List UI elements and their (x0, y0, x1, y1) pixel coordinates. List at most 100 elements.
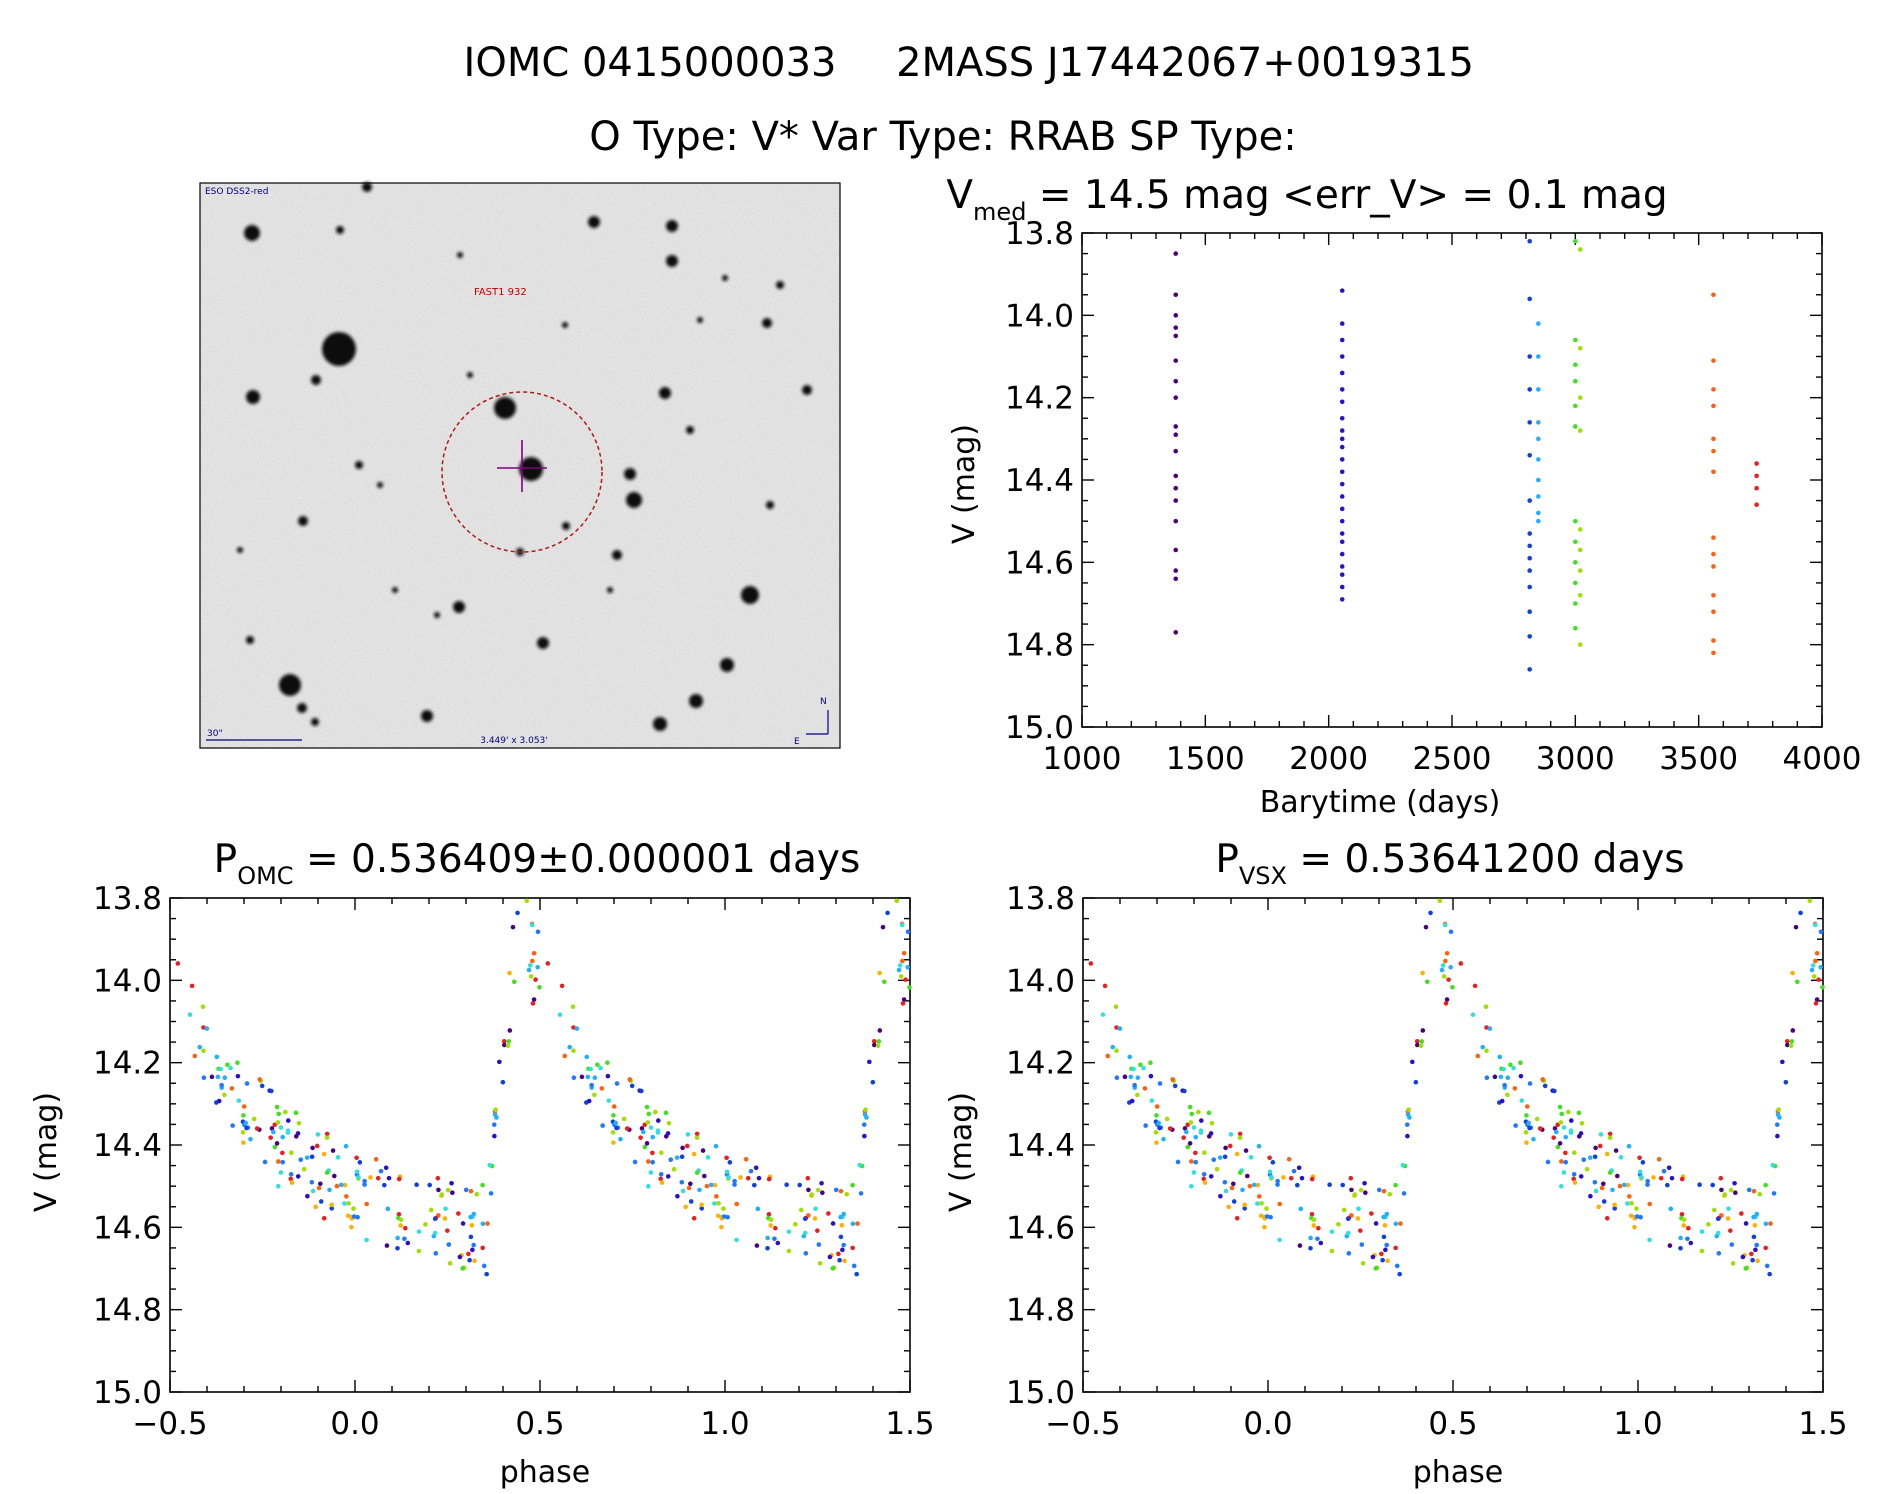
lightcurve-point (1754, 461, 1759, 466)
phase-vsx-point (1681, 1217, 1687, 1222)
phase-omc-point (838, 1188, 844, 1194)
phase-vsx-point (1634, 1206, 1639, 1211)
phase-omc-point (755, 1206, 761, 1212)
phase-vsx-point (1255, 1182, 1261, 1188)
lightcurve-point (1711, 358, 1716, 363)
phase-vsx-point (1268, 1214, 1273, 1220)
lightcurve-point (1754, 485, 1759, 491)
phase-omc-point (329, 1206, 335, 1211)
phase-vsx-point (1725, 1216, 1731, 1221)
phase-omc-point (885, 910, 890, 916)
phase-omc-point (870, 1079, 876, 1085)
phase-omc-point (416, 1248, 422, 1254)
phase-omc-point (727, 1160, 733, 1165)
phase-omc-point (900, 1001, 906, 1006)
phase-vsx-point (1764, 1263, 1770, 1269)
phase-omc-point (898, 974, 904, 979)
phase-vsx-point (1559, 1159, 1564, 1164)
phase-omc-point (838, 1214, 843, 1220)
phase-omc-point (269, 1126, 275, 1131)
phase-omc-point (278, 1170, 284, 1175)
phase-vsx-point (1810, 963, 1816, 968)
lightcurve-point (1536, 494, 1541, 499)
phase-vsx-point (1739, 1211, 1744, 1216)
phase-vsx-point (1697, 1182, 1702, 1187)
phase-vsx-point (1088, 961, 1094, 966)
phase-vsx-point (1667, 1243, 1673, 1248)
finder-star (392, 587, 398, 593)
phase-omc-point (877, 1028, 883, 1033)
lightcurve-point (1711, 387, 1716, 392)
phase-omc-point (403, 1225, 408, 1231)
phase-vsx-point (1358, 1187, 1364, 1193)
phase-vsx-point (1557, 1104, 1563, 1110)
finder-star (537, 637, 549, 649)
phase-omc-point (243, 1120, 249, 1126)
phase-vsx-point (1255, 1201, 1260, 1206)
phase-vsx-point (1369, 1211, 1374, 1216)
phase-vsx-point (1813, 1001, 1819, 1006)
phase-omc-point (659, 1180, 665, 1185)
phase-omc-point (507, 1028, 513, 1033)
phase-vsx-point (1237, 1135, 1243, 1141)
lightcurve-ytick-label: 14.4 (1005, 463, 1074, 499)
phase-vsx-point (1816, 977, 1821, 982)
phase-vsx-point (1502, 1082, 1507, 1088)
finder-star (766, 501, 774, 509)
phase-vsx-point (1167, 1126, 1173, 1131)
lightcurve-point (1711, 403, 1716, 409)
phase-omc-point (301, 1166, 307, 1172)
phase-omc-point (721, 1206, 726, 1211)
phase-omc-point (599, 1086, 605, 1091)
lightcurve-point (1527, 498, 1532, 503)
phase-vsx-point (1751, 1214, 1756, 1220)
phase-vsx-point (1181, 1135, 1186, 1140)
finder-star (453, 601, 465, 613)
phase-vsx-point (1286, 1156, 1292, 1162)
phase-vsx-point (1237, 1170, 1243, 1175)
lightcurve-point (1173, 547, 1179, 553)
phase-omc-point (423, 1222, 428, 1227)
lightcurve-point (1577, 345, 1583, 351)
lightcurve-point (1527, 420, 1532, 425)
lightcurve-point (1711, 535, 1716, 540)
phase-omc-point (775, 1240, 781, 1246)
phase-omc-point (396, 1211, 402, 1217)
phase-vsx-point (1728, 1187, 1734, 1193)
phase-omc-point (671, 1166, 677, 1172)
phase-vsx-point (1598, 1132, 1604, 1137)
phase-vsx-point (1262, 1224, 1267, 1230)
phase-vsx-point (1405, 1133, 1410, 1139)
finder-star (626, 492, 642, 508)
phase-vsx-point (1227, 1143, 1233, 1149)
phase-omc-point (456, 1211, 461, 1216)
phase-omc-ytick-label: 13.8 (93, 881, 162, 917)
phase-vsx-point (1242, 1206, 1248, 1211)
finder-star (741, 586, 759, 604)
lightcurve-point (1577, 642, 1583, 647)
phase-omc-point (351, 1214, 357, 1219)
phase-vsx-point (1226, 1204, 1231, 1210)
phase-vsx-point (1632, 1224, 1637, 1230)
finder-star (237, 547, 243, 553)
phase-omc-point (355, 1214, 360, 1220)
phase-omc-point (585, 1074, 591, 1080)
phase-omc-point (241, 1140, 246, 1145)
lightcurve-point (1527, 543, 1532, 549)
phase-omc-point (218, 1066, 223, 1072)
phase-vsx-point (1214, 1166, 1220, 1172)
finder-star (297, 703, 307, 713)
phase-vsx-point (1229, 1185, 1235, 1191)
phase-omc-point (850, 1182, 855, 1188)
phase-omc-point (314, 1143, 320, 1149)
phase-omc-point (354, 1155, 359, 1161)
phase-omc-point (436, 1187, 441, 1193)
phase-omc-point (342, 1201, 347, 1206)
lightcurve-point (1527, 453, 1532, 458)
phase-vsx-ytick-label: 14.8 (1006, 1293, 1075, 1329)
phase-vsx-point (1613, 1148, 1619, 1153)
phase-omc-point (467, 1257, 472, 1263)
phase-vsx-point (1439, 967, 1445, 973)
lightcurve-xtick-label: 2000 (1289, 741, 1368, 777)
phase-omc-point (469, 1223, 475, 1228)
